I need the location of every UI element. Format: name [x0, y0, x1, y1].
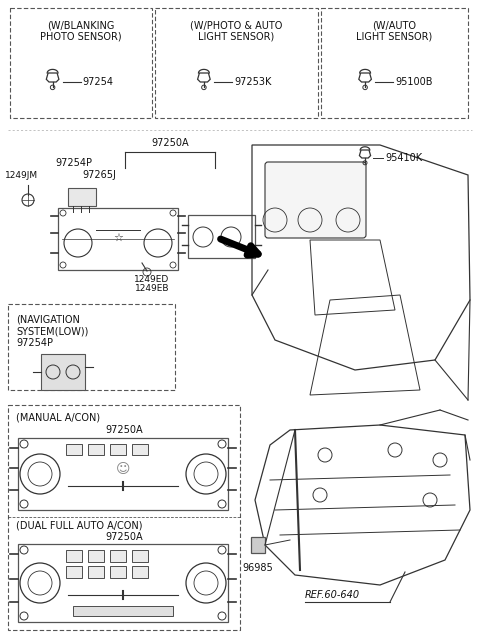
Text: (MANUAL A/CON): (MANUAL A/CON) [16, 413, 100, 423]
Bar [321, 8, 468, 118]
Bar [58, 208, 178, 270]
Bar [88, 444, 104, 455]
Text: (DUAL FULL AUTO A/CON): (DUAL FULL AUTO A/CON) [16, 520, 143, 530]
Bar [8, 304, 175, 390]
Bar [132, 550, 148, 562]
FancyBboxPatch shape [265, 162, 366, 238]
Bar [18, 544, 228, 622]
Bar [132, 444, 148, 455]
Bar [88, 566, 104, 578]
Text: 97254P: 97254P [16, 338, 53, 348]
Text: ☺: ☺ [116, 462, 130, 476]
Bar [18, 438, 228, 510]
Bar [66, 566, 82, 578]
Text: 1249ED: 1249ED [134, 275, 169, 284]
Bar [66, 550, 82, 562]
Text: SYSTEM(LOW)): SYSTEM(LOW)) [16, 326, 88, 336]
Text: (W/AUTO
LIGHT SENSOR): (W/AUTO LIGHT SENSOR) [356, 20, 432, 42]
Bar [251, 537, 265, 553]
Bar [110, 566, 126, 578]
Text: 97250A: 97250A [105, 425, 143, 435]
Bar [66, 444, 82, 455]
Bar [73, 606, 173, 616]
Text: 1249EB: 1249EB [135, 284, 169, 293]
Text: 97253K: 97253K [234, 77, 271, 87]
Text: 96985: 96985 [242, 563, 274, 573]
Text: ☆: ☆ [113, 233, 123, 243]
Text: (NAVIGATION: (NAVIGATION [16, 314, 80, 324]
Text: 97254P: 97254P [55, 158, 92, 168]
Text: (W/BLANKING
PHOTO SENSOR): (W/BLANKING PHOTO SENSOR) [40, 20, 122, 42]
Text: 97254: 97254 [83, 77, 114, 87]
Text: 95410K: 95410K [385, 153, 422, 163]
Bar [155, 8, 318, 118]
Bar [132, 566, 148, 578]
Text: 95100B: 95100B [395, 77, 432, 87]
Bar [68, 188, 96, 206]
Bar [10, 8, 152, 118]
Bar [8, 405, 240, 630]
Text: (W/PHOTO & AUTO
LIGHT SENSOR): (W/PHOTO & AUTO LIGHT SENSOR) [190, 20, 283, 42]
Text: 97265J: 97265J [82, 170, 116, 180]
Text: 97250A: 97250A [151, 138, 189, 148]
Text: REF.60-640: REF.60-640 [305, 590, 360, 600]
Text: 1249JM: 1249JM [5, 171, 38, 180]
Bar [88, 550, 104, 562]
Bar [110, 444, 126, 455]
Text: 97250A: 97250A [105, 532, 143, 542]
Bar [41, 354, 85, 390]
Bar [110, 550, 126, 562]
Bar [188, 215, 255, 258]
